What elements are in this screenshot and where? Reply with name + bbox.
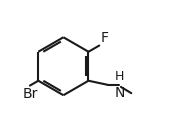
Text: Br: Br <box>22 87 38 101</box>
Text: H: H <box>115 70 124 83</box>
Text: N: N <box>114 86 125 100</box>
Text: F: F <box>101 31 109 45</box>
